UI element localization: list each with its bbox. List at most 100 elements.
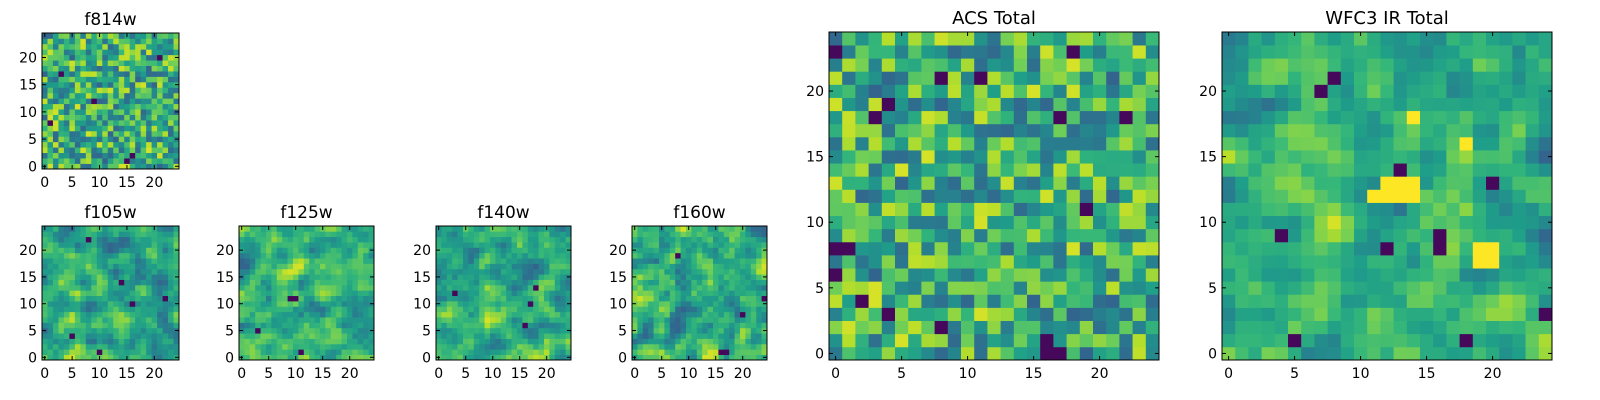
heatmap-cell	[1406, 163, 1421, 177]
heatmap-cell	[734, 343, 741, 350]
heatmap-cell	[495, 290, 502, 297]
heatmap-cell	[63, 311, 70, 318]
heatmap-cell	[637, 263, 644, 270]
heatmap-cell	[1288, 228, 1302, 243]
heatmap-cell	[173, 49, 180, 56]
heatmap-cell	[309, 338, 315, 345]
heatmap-cell	[42, 49, 48, 56]
heatmap-cell	[47, 92, 54, 99]
heatmap-cell	[85, 92, 92, 99]
heatmap-cell	[249, 317, 256, 323]
heatmap-cell	[734, 252, 741, 259]
heatmap-cell	[441, 231, 448, 238]
heatmap-cell	[718, 306, 725, 313]
heatmap-cell	[664, 295, 671, 302]
heatmap-cell	[341, 279, 348, 286]
panel-title: f814w	[84, 10, 136, 30]
heatmap-cell	[947, 163, 962, 177]
heatmap-cell	[522, 274, 529, 280]
heatmap-cell	[102, 226, 109, 232]
heatmap-cell	[947, 176, 962, 190]
heatmap-cell	[52, 120, 59, 126]
heatmap-cell	[895, 176, 909, 190]
heatmap-cell	[69, 258, 76, 264]
heatmap-cell	[102, 60, 109, 66]
heatmap-cell	[347, 322, 353, 329]
heatmap-cell	[173, 76, 180, 83]
heatmap-cell	[74, 343, 81, 350]
heatmap-cell	[303, 333, 310, 339]
heatmap-cell	[249, 247, 256, 254]
heatmap-cell	[881, 123, 896, 138]
heatmap-cell	[686, 236, 692, 243]
heatmap-cell	[1106, 294, 1120, 308]
heatmap-cell	[91, 226, 98, 232]
heatmap-cell	[538, 226, 545, 232]
heatmap-cell	[517, 306, 523, 313]
heatmap-cell	[63, 322, 70, 329]
heatmap-cell	[140, 60, 147, 66]
heatmap-cell	[124, 333, 131, 339]
heatmap-cell	[653, 301, 660, 307]
heatmap-cell	[868, 307, 883, 321]
heatmap-cell	[506, 274, 512, 280]
heatmap-cell	[1340, 255, 1355, 269]
heatmap-cell	[934, 294, 949, 308]
heatmap-cell	[271, 343, 278, 350]
heatmap-cell	[560, 338, 566, 345]
heatmap-cell	[368, 349, 375, 355]
heatmap-cell	[85, 343, 92, 350]
x-tick-label: 15	[1025, 366, 1043, 382]
heatmap-cell	[1433, 307, 1447, 321]
panel-title: f160w	[673, 203, 725, 223]
heatmap-cell	[538, 268, 545, 275]
heatmap-cell	[533, 295, 539, 302]
heatmap-cell	[895, 163, 909, 177]
heatmap-cell	[118, 60, 125, 66]
heatmap-cell	[484, 301, 491, 307]
heatmap-cell	[63, 125, 70, 132]
heatmap-cell	[47, 338, 54, 345]
heatmap-cell	[1274, 333, 1289, 348]
heatmap-cell	[1499, 110, 1513, 125]
heatmap-cell	[168, 263, 174, 270]
heatmap-cell	[266, 258, 272, 264]
heatmap-cell	[341, 327, 348, 334]
heatmap-cell	[162, 338, 169, 345]
heatmap-cell	[522, 295, 529, 302]
heatmap-cell	[974, 110, 988, 125]
heatmap-cell	[479, 338, 485, 345]
heatmap-cell	[1486, 307, 1500, 321]
heatmap-cell	[1222, 215, 1236, 230]
heatmap-cell	[357, 301, 364, 307]
heatmap-cell	[124, 311, 131, 318]
heatmap-cell	[129, 284, 136, 291]
heatmap-cell	[1525, 189, 1540, 203]
heatmap-cell	[80, 54, 87, 61]
heatmap-cell	[80, 125, 87, 132]
heatmap-cell	[1538, 110, 1553, 125]
heatmap-cell	[146, 98, 152, 105]
heatmap-cell	[85, 247, 92, 254]
heatmap-cell	[91, 311, 98, 318]
heatmap-cell	[74, 49, 81, 56]
heatmap-cell	[42, 130, 48, 137]
heatmap-cell	[473, 236, 480, 243]
heatmap-cell	[686, 268, 692, 275]
heatmap-cell	[91, 263, 98, 270]
heatmap-cell	[140, 92, 147, 99]
heatmap-cell	[58, 349, 65, 355]
heatmap-cell	[63, 130, 70, 137]
heatmap-cell	[675, 242, 681, 248]
heatmap-cell	[80, 71, 87, 77]
heatmap-cell	[947, 84, 962, 98]
heatmap-cell	[446, 327, 453, 334]
heatmap-cell	[368, 236, 375, 243]
heatmap-cell	[249, 263, 256, 270]
heatmap-cell	[168, 130, 174, 137]
heatmap-cell	[895, 281, 909, 295]
heatmap-cell	[895, 215, 909, 230]
heatmap-cell	[140, 54, 147, 61]
heatmap-cell	[244, 268, 251, 275]
heatmap-cell	[113, 263, 120, 270]
